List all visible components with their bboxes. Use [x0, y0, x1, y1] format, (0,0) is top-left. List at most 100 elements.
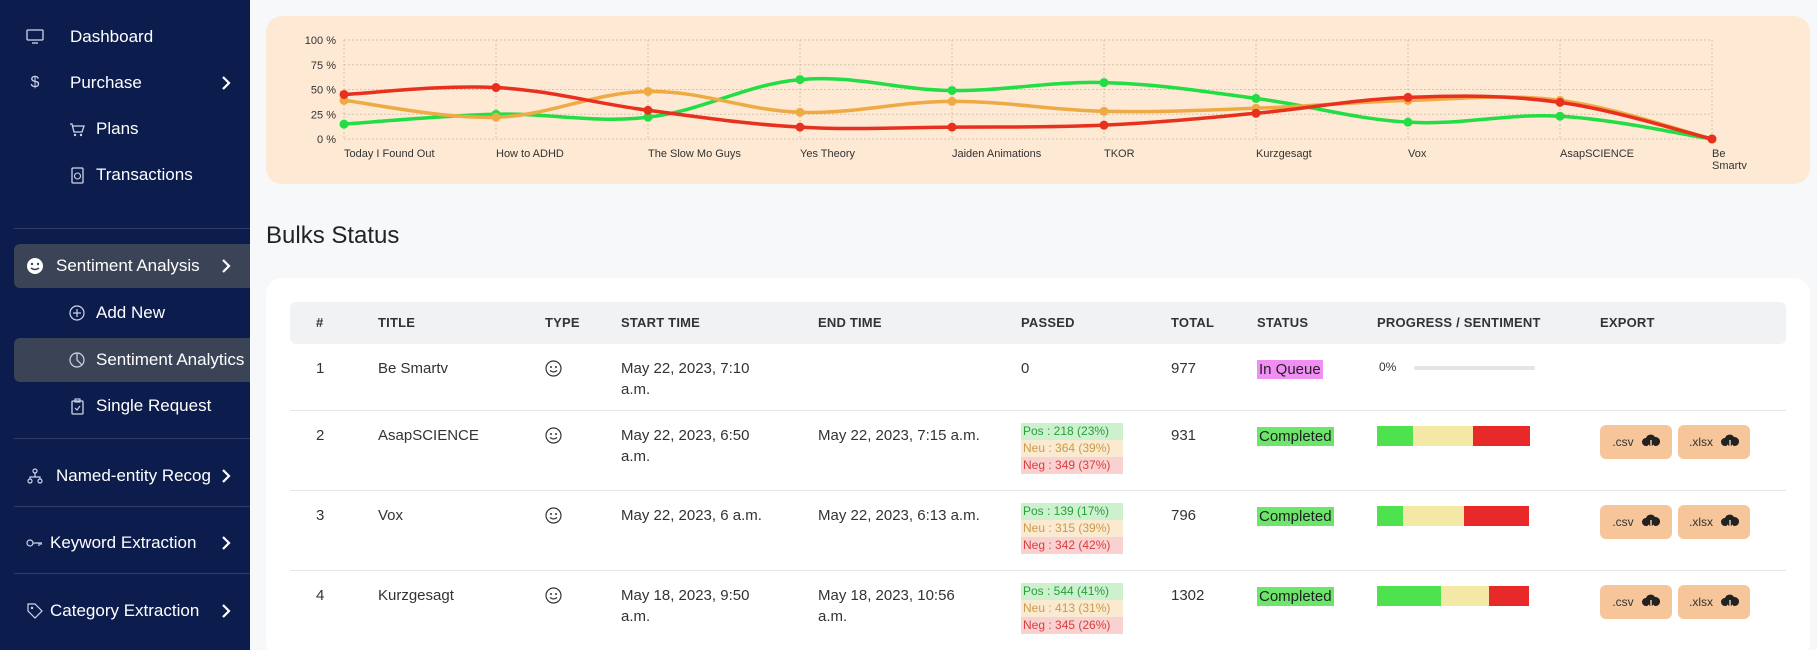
sidebar-item-plans[interactable]: Plans: [14, 107, 250, 151]
row-start-time: May 18, 2023, 9:50 a.m.: [621, 587, 750, 625]
sentiment-positive: Pos : 218 (23%): [1021, 423, 1123, 440]
sidebar-item-label: Purchase: [70, 73, 142, 92]
sidebar-item-sentiment-analytics[interactable]: Sentiment Analytics: [14, 338, 250, 382]
row-title: Kurzgesagt: [378, 587, 454, 604]
sidebar-item-label: Single Request: [96, 396, 212, 415]
data-point: [339, 119, 349, 129]
sentiment-bar-pos: [1377, 506, 1404, 526]
row-start-time: May 22, 2023, 6 a.m.: [621, 507, 762, 524]
sentiment-negative: Neg : 349 (37%): [1021, 457, 1123, 474]
x-tick-label: The Slow Mo Guys: [648, 148, 741, 160]
export-label: .xlsx: [1689, 515, 1713, 529]
sentiment-chart-panel: 0 % 25 % 50 % 75 % 100 % Today I Found Out How…: [266, 16, 1810, 184]
cloud-download-icon: [1641, 434, 1660, 450]
sidebar-item-dashboard[interactable]: Dashboard: [14, 15, 250, 59]
sidebar-item-category-extraction[interactable]: Category Extraction: [14, 589, 250, 633]
sidebar-item-purchase[interactable]: $ Purchase: [14, 61, 250, 105]
bulks-status-title: Bulks Status: [266, 222, 400, 249]
y-tick-label: 25 %: [311, 109, 336, 121]
data-point: [491, 112, 501, 122]
data-point: [1251, 93, 1261, 103]
row-number: 3: [316, 507, 325, 524]
export-xlsx-button[interactable]: .xlsx: [1678, 505, 1750, 539]
row-title: Vox: [378, 507, 404, 524]
sentiment-bar-neu: [1440, 586, 1489, 606]
chevron-right-icon: [216, 466, 236, 486]
smiley-icon: [545, 507, 562, 524]
x-tick-label: Kurzgesagt: [1256, 148, 1312, 160]
sidebar-item-label: Keyword Extraction: [50, 533, 197, 552]
column-header: EXPORT: [1600, 315, 1655, 330]
status-badge: Completed: [1257, 427, 1334, 446]
sidebar-item-label: Add New: [96, 303, 165, 322]
sentiment-bar: [1377, 506, 1529, 526]
column-header: STATUS: [1257, 315, 1309, 330]
sidebar-item-keyword-extraction[interactable]: Keyword Extraction: [14, 521, 250, 565]
series-line: [343, 76, 1713, 141]
export-xlsx-button[interactable]: .xlsx: [1678, 585, 1750, 619]
data-point: [1099, 106, 1109, 116]
sentiment-bar-neg: [1473, 426, 1531, 446]
export-csv-button[interactable]: .csv: [1600, 425, 1672, 459]
monitor-icon: [24, 29, 46, 45]
export-xlsx-button[interactable]: .xlsx: [1678, 425, 1750, 459]
y-tick-label: 0 %: [317, 134, 336, 146]
plus-circle-icon: [66, 305, 88, 321]
export-label: .csv: [1612, 435, 1634, 449]
sentiment-positive: Pos : 544 (41%): [1021, 583, 1123, 600]
data-point: [795, 75, 805, 85]
sentiment-bar: [1377, 426, 1531, 446]
export-csv-button[interactable]: .csv: [1600, 585, 1672, 619]
cloud-download-icon: [1721, 514, 1739, 530]
export-csv-button[interactable]: .csv: [1600, 505, 1672, 539]
sidebar-item-label: Sentiment Analysis: [56, 256, 200, 275]
sentiment-bar-neg: [1488, 586, 1529, 606]
export-label: .csv: [1612, 515, 1634, 529]
cloud-download-icon: [1641, 514, 1660, 530]
y-tick-label: 75 %: [311, 60, 336, 72]
sentiment-positive: Pos : 139 (17%): [1021, 503, 1123, 520]
data-point: [643, 86, 653, 96]
table-row[interactable]: 4 Kurzgesagt May 18, 2023, 9:50 a.m. May…: [290, 571, 1786, 650]
tag-icon: [24, 603, 46, 619]
smiley-icon: [24, 257, 46, 275]
table-row[interactable]: 1 Be Smartv May 22, 2023, 7:10 a.m. 0 97…: [290, 344, 1786, 411]
row-number: 1: [316, 360, 325, 377]
sentiment-line-chart: 0 % 25 % 50 % 75 % 100 % Today I Found Out How…: [305, 35, 1748, 172]
column-header: TYPE: [545, 315, 580, 330]
sentiment-negative: Neg : 345 (26%): [1021, 617, 1123, 634]
sidebar-item-named-entity[interactable]: Named-entity Recog: [14, 454, 250, 498]
row-start-time: May 22, 2023, 6:50 a.m.: [621, 427, 750, 465]
sentiment-negative: Neg : 342 (42%): [1021, 537, 1123, 554]
cart-icon: [66, 122, 88, 137]
sidebar-item-add-new[interactable]: Add New: [14, 291, 250, 335]
data-point: [339, 89, 349, 99]
table-header: # TITLE TYPE START TIME END TIME PASSED …: [290, 302, 1786, 344]
data-point: [1555, 111, 1565, 121]
table-row[interactable]: 3 Vox May 22, 2023, 6 a.m. May 22, 2023,…: [290, 491, 1786, 571]
sidebar-item-transactions[interactable]: Transactions: [14, 153, 250, 197]
table-row[interactable]: 2 AsapSCIENCE May 22, 2023, 6:50 a.m. Ma…: [290, 411, 1786, 491]
row-total: 796: [1171, 507, 1197, 524]
data-point: [1555, 97, 1565, 107]
sentiment-bar-neg: [1463, 506, 1529, 526]
status-badge: Completed: [1257, 587, 1334, 606]
row-title: Be Smartv: [378, 360, 449, 377]
x-tick-label: Jaiden Animations: [952, 148, 1042, 160]
row-end-time: May 22, 2023, 7:15 a.m.: [818, 427, 980, 444]
sentiment-bar-neu: [1412, 426, 1474, 446]
sidebar-item-label: Sentiment Analytics: [96, 350, 245, 369]
data-point: [947, 85, 957, 95]
sidebar-item-sentiment-analysis[interactable]: Sentiment Analysis: [14, 244, 250, 288]
row-start-time: May 22, 2023, 7:10 a.m.: [621, 360, 750, 398]
x-tick-label: TKOR: [1104, 148, 1135, 160]
data-point: [1403, 92, 1413, 102]
sentiment-neutral: Neu : 315 (39%): [1021, 520, 1123, 537]
y-tick-label: 50 %: [311, 85, 336, 97]
receipt-icon: [66, 166, 88, 184]
data-point: [795, 107, 805, 117]
row-total: 1302: [1171, 587, 1205, 604]
data-point: [795, 122, 805, 132]
sidebar-item-single-request[interactable]: Single Request: [14, 384, 250, 428]
bulks-table: # TITLE TYPE START TIME END TIME PASSED …: [266, 278, 1810, 650]
